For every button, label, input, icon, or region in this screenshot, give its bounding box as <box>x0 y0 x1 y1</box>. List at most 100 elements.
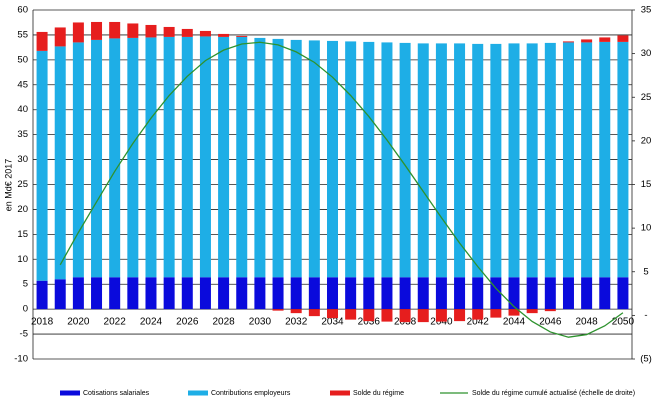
bar <box>254 277 266 310</box>
y-tick-label: 35 <box>17 129 28 140</box>
y2-tick-label: 15 <box>641 179 652 190</box>
bar <box>109 38 121 278</box>
bar <box>290 277 302 310</box>
x-tick-label: 2024 <box>140 317 163 328</box>
bar <box>381 42 393 278</box>
bar <box>36 280 48 310</box>
y-tick-label: 10 <box>17 254 28 265</box>
bar <box>91 277 103 310</box>
y2-tick-label: 30 <box>641 48 652 59</box>
y-axis-label: en Md€ 2017 <box>3 159 13 212</box>
bar <box>562 42 574 278</box>
bar <box>472 277 484 310</box>
bar <box>163 26 175 37</box>
bar <box>218 36 230 278</box>
x-tick-label: 2044 <box>503 317 526 328</box>
bar <box>272 38 284 278</box>
bar <box>72 277 84 310</box>
x-tick-label: 2034 <box>321 317 344 328</box>
bar <box>127 23 139 38</box>
bar <box>617 35 629 42</box>
bar <box>472 309 484 320</box>
y-tick-label: 0 <box>23 304 28 315</box>
x-tick-label: 2028 <box>212 317 235 328</box>
bar <box>435 277 447 310</box>
bar <box>290 39 302 278</box>
bar <box>363 41 375 278</box>
x-tick-label: 2030 <box>249 317 272 328</box>
bar <box>181 277 193 310</box>
bar <box>599 41 611 278</box>
bar <box>127 277 139 310</box>
y-tick-label: 50 <box>17 54 28 65</box>
x-tick-label: 2022 <box>104 317 127 328</box>
bar <box>91 21 103 40</box>
bar <box>508 43 520 278</box>
bar <box>127 37 139 278</box>
bar <box>199 36 211 278</box>
y-tick-label: 55 <box>17 29 28 40</box>
bar <box>581 39 593 43</box>
bar <box>562 277 574 310</box>
bar <box>91 39 103 278</box>
y-tick-label: 25 <box>17 179 28 190</box>
bar <box>327 277 338 310</box>
bar <box>544 277 556 310</box>
x-tick-label: 2038 <box>394 317 417 328</box>
bar <box>181 28 193 37</box>
legend-marker <box>188 390 208 396</box>
legend-label: Contributions employeurs <box>211 390 291 397</box>
bar <box>236 277 248 310</box>
bar <box>363 277 375 310</box>
y-tick-label: 60 <box>17 5 28 16</box>
bar <box>490 277 502 310</box>
bar <box>72 22 84 43</box>
bar <box>308 277 320 310</box>
bar <box>199 277 211 310</box>
bar <box>327 40 338 278</box>
bar <box>272 277 284 310</box>
bar <box>163 36 175 278</box>
bar <box>218 33 230 37</box>
y2-tick-label: - <box>644 310 647 321</box>
y-tick-label: 20 <box>17 204 28 215</box>
x-tick-label: 2036 <box>358 317 381 328</box>
bar <box>490 309 502 318</box>
y-tick-label: 5 <box>23 279 28 290</box>
bar <box>72 42 84 278</box>
bar <box>399 42 411 278</box>
bar <box>54 46 66 280</box>
y2-tick-label: 20 <box>641 135 652 146</box>
legend-marker <box>330 390 350 396</box>
legend-label: Solde du régime cumulé actualisé (échell… <box>472 390 635 397</box>
bar <box>54 27 66 47</box>
bar <box>544 42 556 278</box>
x-tick-label: 2032 <box>285 317 308 328</box>
y2-tick-label: 25 <box>641 92 652 103</box>
y2-tick-label: (5) <box>640 354 652 365</box>
bar <box>417 309 429 323</box>
bar <box>490 43 502 278</box>
bar <box>272 309 284 311</box>
bar <box>345 277 357 310</box>
x-tick-label: 2046 <box>539 317 562 328</box>
bar <box>345 309 357 320</box>
x-tick-label: 2018 <box>31 317 54 328</box>
bar <box>145 24 157 38</box>
bar <box>236 36 248 278</box>
bar <box>327 309 338 319</box>
y-tick-label: -10 <box>14 354 28 365</box>
bar <box>599 37 611 42</box>
y2-tick-label: 35 <box>641 5 652 16</box>
line <box>59 41 624 338</box>
bar <box>236 35 248 37</box>
bar <box>163 277 175 310</box>
bar <box>399 277 411 310</box>
bar <box>617 41 629 278</box>
bar <box>472 43 484 278</box>
x-tick-label: 2026 <box>176 317 199 328</box>
legend-marker <box>60 390 80 396</box>
y-tick-label: 15 <box>17 229 28 240</box>
bar <box>36 31 48 51</box>
